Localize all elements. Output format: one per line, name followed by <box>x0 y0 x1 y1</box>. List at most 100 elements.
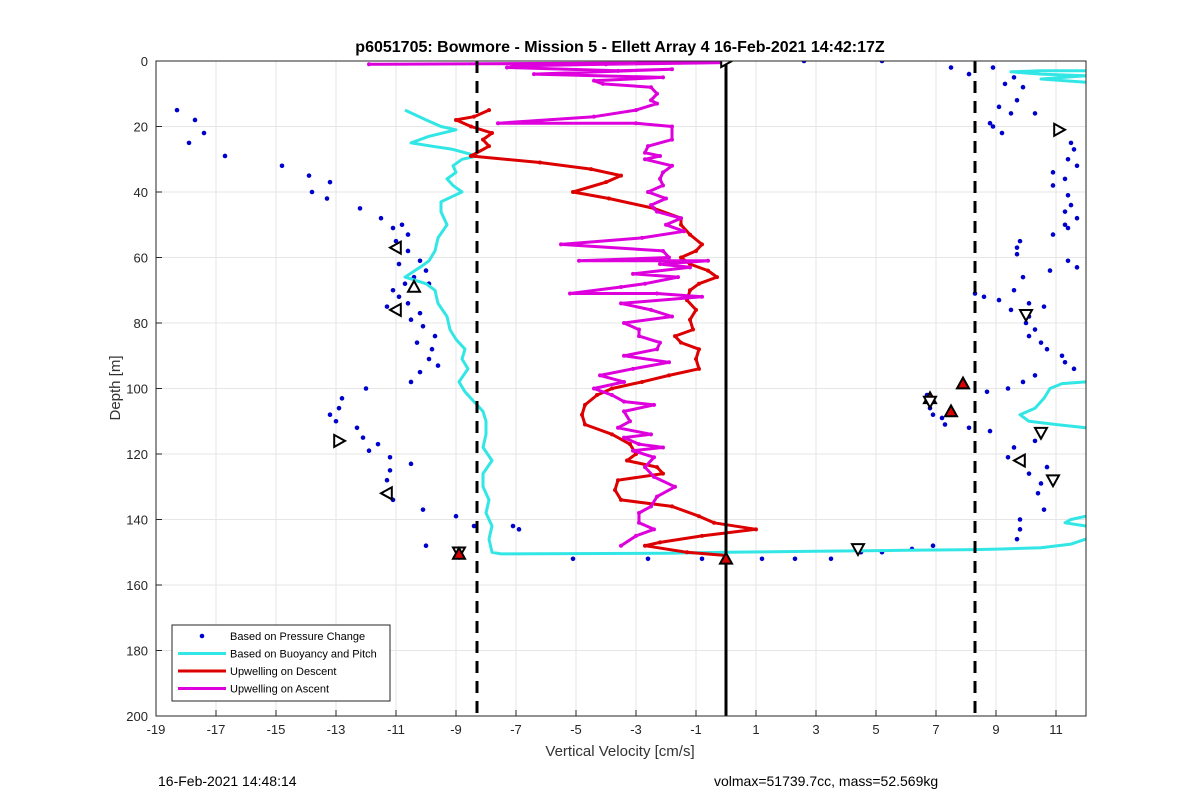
series-vertex-point <box>622 353 626 358</box>
pressure-change-point <box>948 65 954 70</box>
marker-triangle <box>955 375 971 390</box>
series-vertex-point <box>700 242 704 247</box>
series-vertex-point <box>583 422 587 427</box>
x-tick-label: -1 <box>690 722 702 737</box>
series-vertex-point <box>469 153 473 158</box>
series-vertex-point <box>697 366 701 371</box>
series-vertex-point <box>655 465 659 470</box>
series-vertex-point <box>685 550 689 555</box>
series-vertex-point <box>619 543 623 548</box>
pressure-change-point <box>324 196 330 201</box>
pressure-change-point <box>801 61 807 64</box>
pressure-change-point <box>930 412 936 418</box>
series-vertex-point <box>670 67 674 72</box>
series-vertex-point <box>655 209 659 214</box>
legend-label: Upwelling on Ascent <box>230 684 329 696</box>
pressure-change-point <box>222 153 228 159</box>
series-vertex-point <box>706 258 710 263</box>
series-vertex-point <box>658 340 662 345</box>
x-tick-label: -15 <box>267 722 286 737</box>
series-vertex-point <box>652 402 656 407</box>
series-vertex-point <box>622 379 626 384</box>
x-tick-label: -19 <box>147 722 166 737</box>
series-vertex-point <box>601 81 605 86</box>
pressure-change-point <box>192 117 198 123</box>
pressure-change-point <box>930 543 936 548</box>
legend-label: Based on Buoyancy and Pitch <box>230 649 377 661</box>
pressure-change-point <box>1044 346 1050 352</box>
series-vertex-point <box>613 488 617 493</box>
pressure-change-point <box>1041 304 1047 309</box>
series-vertex-point <box>649 307 653 312</box>
pressure-change-point <box>378 215 384 221</box>
pressure-change-point <box>435 363 441 368</box>
marker-triangle <box>406 278 422 293</box>
pressure-change-point <box>360 435 366 440</box>
series-vertex-point <box>646 190 650 194</box>
pressure-change-point <box>375 441 381 447</box>
pressure-change-point <box>1026 333 1032 339</box>
series-vertex-point <box>637 510 641 515</box>
pressure-change-point <box>1008 307 1014 313</box>
series-vertex-point <box>631 366 635 371</box>
series-vertex-point <box>700 294 704 299</box>
pressure-change-point <box>366 448 372 454</box>
series-vertex-point <box>670 504 674 509</box>
y-axis-label: Depth [m] <box>107 355 124 420</box>
series-vertex-point <box>673 484 677 489</box>
pressure-change-point <box>1011 75 1017 80</box>
series-vertex-point <box>649 85 653 90</box>
pressure-change-point <box>309 189 315 195</box>
y-tick-label: 160 <box>126 578 148 593</box>
pressure-change-point <box>981 294 987 300</box>
marker-triangle <box>943 403 959 418</box>
pressure-change-point <box>339 396 345 401</box>
pressure-change-point <box>516 527 522 532</box>
pressure-change-point <box>1071 147 1077 152</box>
pressure-change-point <box>996 104 1002 110</box>
legend-label: Upwelling on Descent <box>230 666 336 678</box>
series-vertex-point <box>592 114 596 119</box>
series-vertex-point <box>604 180 608 185</box>
pressure-change-point <box>405 301 411 306</box>
x-tick-label: 3 <box>812 722 819 737</box>
pressure-change-point <box>417 369 423 375</box>
series-vertex-point <box>694 357 698 362</box>
series-vertex-point <box>694 307 698 312</box>
series-vertex-point <box>652 527 656 532</box>
pressure-change-point <box>1017 527 1023 532</box>
series-vertex-point <box>712 520 716 525</box>
series-vertex-point <box>670 124 674 129</box>
series-vertex-point <box>610 386 614 391</box>
x-tick-label: 7 <box>932 722 939 737</box>
marker-triangle <box>333 433 348 449</box>
series-vertex-point <box>643 465 647 470</box>
pressure-change-point <box>699 556 705 562</box>
pressure-change-point <box>327 412 333 418</box>
series-vertex-point <box>640 379 644 384</box>
pressure-change-point <box>390 225 396 231</box>
series-vertex-point <box>469 124 473 129</box>
pressure-change-point <box>570 556 576 562</box>
y-tick-label: 0 <box>141 54 148 69</box>
pressure-change-point <box>1032 373 1038 378</box>
series-vertex-point <box>655 291 659 296</box>
series-vertex-point <box>625 458 629 463</box>
pressure-change-point <box>1011 445 1017 450</box>
series-vertex-point <box>631 271 635 276</box>
pressure-change-point <box>357 206 363 211</box>
y-tick-label: 20 <box>134 120 148 135</box>
series-vertex-point <box>595 393 599 398</box>
pressure-change-point <box>1068 202 1074 208</box>
series-vertex-point <box>655 347 659 352</box>
pressure-change-point <box>966 425 972 431</box>
pressure-change-point <box>390 287 396 293</box>
series-vertex-point <box>667 255 671 260</box>
series-vertex-point <box>616 425 620 430</box>
marker-triangle <box>720 61 735 69</box>
pressure-change-point <box>1065 225 1071 231</box>
series-vertex-point <box>577 258 581 263</box>
pressure-change-point <box>1062 360 1068 365</box>
series-vertex-point <box>589 167 593 172</box>
series-vertex-point <box>538 160 542 165</box>
